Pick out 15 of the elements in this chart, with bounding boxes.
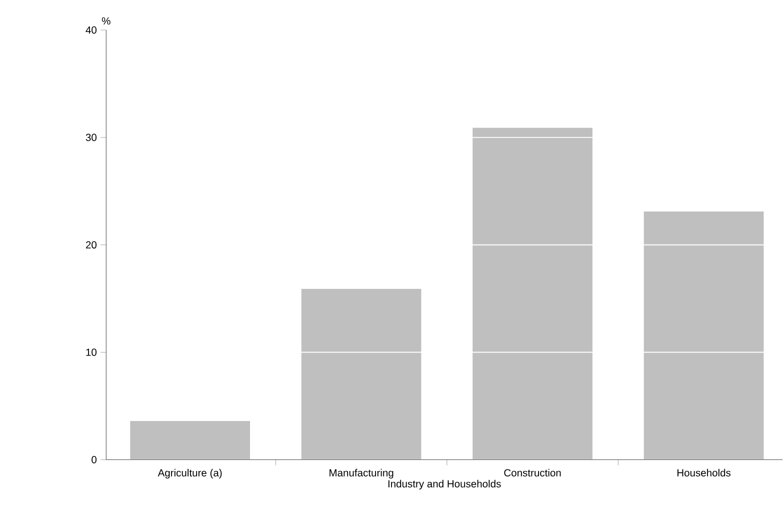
- y-axis-title: %: [102, 17, 110, 25]
- y-tick-label: 20: [86, 241, 97, 249]
- bar: [472, 128, 592, 460]
- bar: [130, 421, 250, 460]
- y-tick-label: 0: [92, 456, 97, 464]
- x-tick-label: Agriculture (a): [158, 469, 222, 479]
- x-tick-label: Manufacturing: [330, 469, 394, 479]
- y-tick-label: 10: [86, 348, 97, 356]
- x-axis-title: Industry and Households: [388, 480, 501, 490]
- x-tick-label: Construction: [504, 469, 561, 477]
- y-tick-label: 40: [86, 26, 97, 34]
- bar: [644, 212, 764, 460]
- x-tick-label: Households: [677, 469, 731, 477]
- y-tick-label: 30: [86, 134, 97, 142]
- bar: [301, 289, 422, 460]
